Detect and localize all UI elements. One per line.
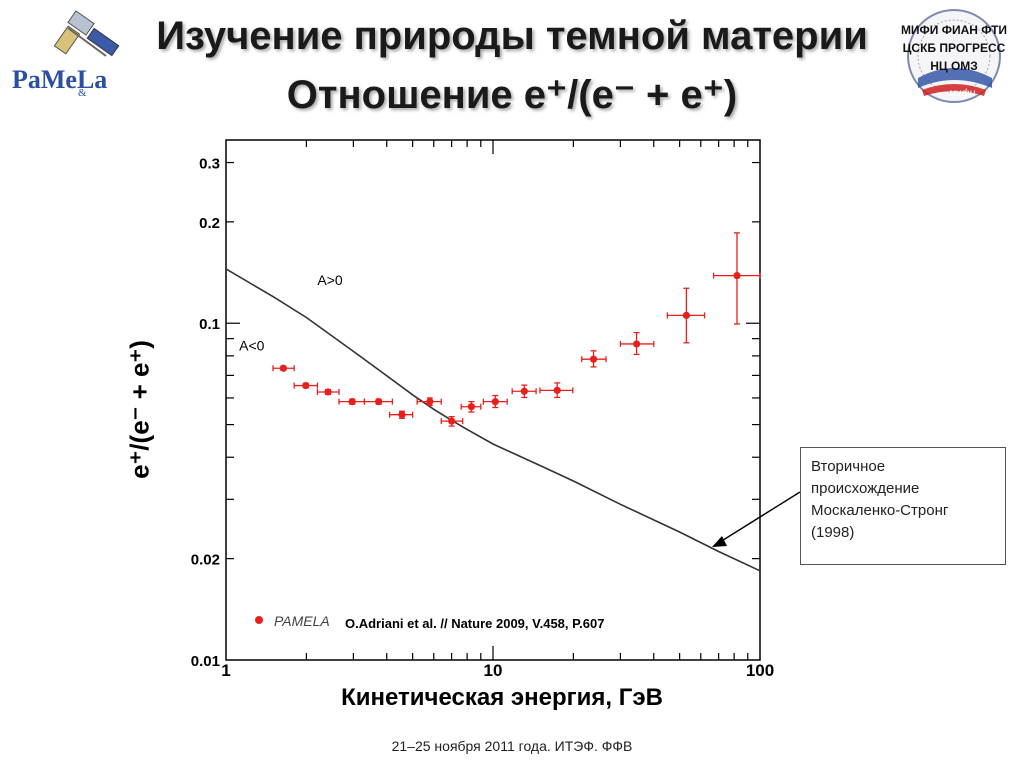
y-tick-label: 0.02	[191, 552, 220, 569]
y-axis-label: e⁺/(e⁻ + e⁺)	[124, 340, 155, 479]
y-tick-label: 0.01	[191, 653, 220, 670]
pamela-logo-text: PaMeLa	[12, 65, 107, 94]
secondary-production-curve	[225, 268, 761, 572]
annotation-line: Москаленко-Стронг	[811, 502, 949, 519]
data-point	[467, 403, 475, 411]
data-point	[279, 364, 287, 372]
y-tick-label: 0.1	[199, 316, 220, 333]
satellite-icon	[53, 10, 120, 57]
x-tick-label: 1	[221, 661, 230, 680]
slide-title: Изучение природы темной материи	[156, 14, 868, 58]
curve-label: A>0	[317, 272, 343, 288]
annotation-line: Вторичное	[811, 458, 886, 475]
data-point	[302, 381, 310, 390]
pamela-logo: PaMeLa &	[8, 8, 130, 99]
y-tick-label: 0.2	[199, 215, 220, 232]
seal-line1: МИФИ ФИАН ФТИ	[901, 23, 1007, 37]
annotation-box: Вторичное происхождение Москаленко-Строн…	[800, 447, 1006, 565]
curve-label: A<0	[239, 337, 265, 353]
russia-seal-icon	[907, 9, 1001, 103]
reference-citation: O.Adriani et al. // Nature 2009, V.458, …	[345, 616, 605, 631]
annotation-line: происхождение	[811, 480, 920, 497]
data-point	[520, 387, 528, 395]
x-axis-label: Кинетическая энергия, ГэВ	[341, 684, 663, 711]
annotation-line: (1998)	[811, 524, 855, 541]
seal-line2: ЦСКБ ПРОГРЕСС	[903, 41, 1006, 55]
data-point	[448, 417, 456, 425]
data-point	[682, 311, 690, 319]
data-point	[491, 398, 499, 406]
slide-footer: 21–25 ноября 2011 года. ИТЭФ. ФФВ	[391, 738, 633, 754]
y-tick-label: 0.3	[199, 156, 220, 173]
legend-label: PAMELA	[274, 613, 330, 629]
data-point	[375, 398, 383, 406]
slide-subtitle: Отношение e⁺/(e⁻ + e⁺)	[286, 73, 738, 117]
annotation-arrowhead	[712, 536, 727, 547]
seal-line3: НЦ ОМЗ	[930, 59, 978, 73]
data-point	[553, 386, 561, 394]
data-point	[632, 340, 641, 348]
legend-marker	[255, 616, 263, 624]
data-point	[733, 271, 741, 280]
institutes-seal: МИФИ ФИАН ФТИ ЦСКБ ПРОГРЕСС НЦ ОМЗ мифи	[888, 8, 1020, 104]
pamela-logo-amp: &	[78, 87, 87, 98]
x-tick-label: 100	[746, 661, 774, 680]
data-point	[589, 355, 598, 363]
seal-sub: мифи	[949, 87, 976, 99]
annotation-arrow	[719, 491, 801, 543]
data-point	[348, 398, 356, 406]
data-point	[426, 398, 434, 406]
data-point	[398, 411, 406, 419]
x-tick-label: 10	[484, 661, 503, 680]
data-point	[324, 388, 332, 396]
